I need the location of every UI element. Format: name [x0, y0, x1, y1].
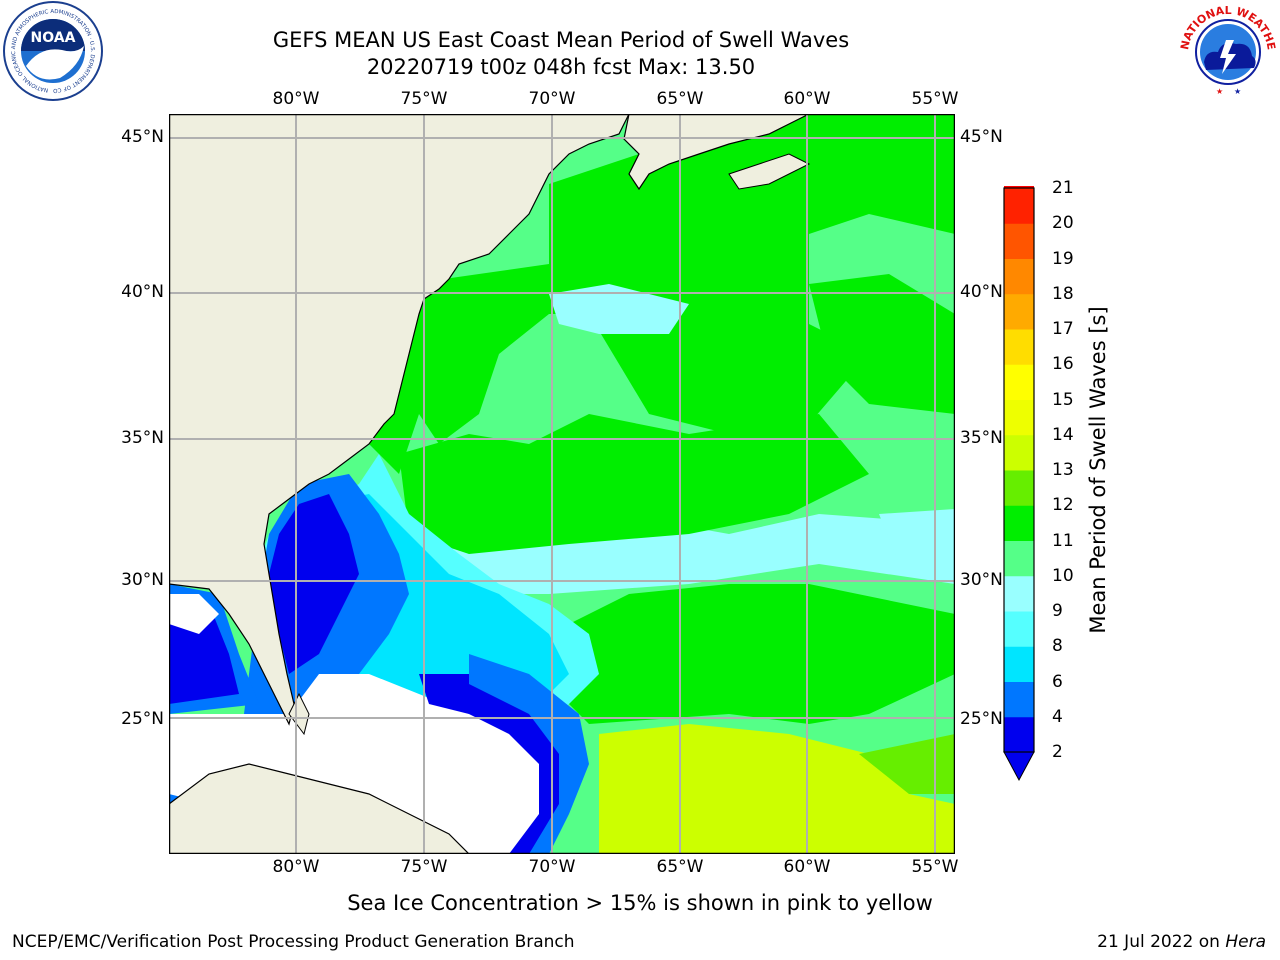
- colorbar-cell: [1004, 329, 1034, 365]
- colorbar-cell: [1004, 470, 1034, 506]
- map-frame: [169, 114, 955, 854]
- colorbar-tick-label: 4: [1052, 706, 1063, 727]
- lat-tick-right-30n: 30°N: [960, 570, 1003, 590]
- colorbar-label: Mean Period of Swell Waves [s]: [1086, 306, 1110, 634]
- land-maritimes: [623, 114, 810, 191]
- lon-tick-bottom-75w: 75°W: [400, 857, 448, 877]
- lon-tick-bottom-80w: 80°W: [272, 857, 320, 877]
- colorbar-cell: [1004, 223, 1034, 259]
- colorbar: [1003, 186, 1035, 782]
- colorbar-cell: [1004, 716, 1034, 753]
- lon-tick-bottom-60w: 60°W: [783, 857, 831, 877]
- colorbar-cell: [1004, 399, 1034, 436]
- chart-title: GEFS MEAN US East Coast Mean Period of S…: [272, 28, 850, 52]
- svg-text:★: ★: [1234, 87, 1241, 96]
- lon-tick-top-60w: 60°W: [783, 89, 831, 109]
- lat-tick-left-25n: 25°N: [121, 709, 164, 729]
- colorbar-cell: [1004, 575, 1034, 612]
- colorbar-tick-label: 8: [1052, 636, 1063, 657]
- blue-cyan-bahamas: [469, 654, 589, 854]
- lat-tick-right-45n: 45°N: [960, 127, 1003, 147]
- colorbar-cell: [1004, 611, 1034, 647]
- colorbar-tick-label: 6: [1052, 671, 1063, 692]
- colorbar-cell: [1004, 188, 1034, 224]
- colorbar-tick-label: 12: [1052, 495, 1074, 516]
- svg-text:NOAA: NOAA: [31, 30, 76, 46]
- swell-10-11s-central: [399, 414, 869, 554]
- lat-tick-right-35n: 35°N: [960, 428, 1003, 448]
- colorbar-tick-label: 16: [1052, 354, 1074, 375]
- colorbar-cell: [1004, 258, 1034, 295]
- swell-11-12s: [859, 734, 955, 794]
- lon-tick-bottom-65w: 65°W: [656, 857, 704, 877]
- colorbar-tick-label: 21: [1052, 178, 1074, 198]
- colorbar-tick-label: 18: [1052, 283, 1074, 304]
- colorbar-cell: [1004, 646, 1034, 682]
- lat-tick-left-45n: 45°N: [121, 127, 164, 147]
- swell-under-2s-coast: [269, 494, 359, 674]
- colorbar-cell: [1004, 540, 1034, 577]
- colorbar-frame: [1003, 187, 1035, 753]
- colorbar-tick-label: 15: [1052, 389, 1074, 410]
- date-text: 21 Jul 2022 on Hera: [1097, 932, 1266, 952]
- colorbar-tick-label: 14: [1052, 424, 1074, 445]
- colorbar-cell: [1004, 505, 1034, 541]
- land-cuba: [169, 763, 470, 854]
- lon-tick-bottom-70w: 70°W: [528, 857, 576, 877]
- credit-text: NCEP/EMC/Verification Post Processing Pr…: [12, 932, 575, 952]
- map-panel: [169, 114, 955, 854]
- swell-8-9s-patch-north: [549, 284, 689, 334]
- host-name: Hera: [1225, 932, 1266, 952]
- swell-10-11s-east: [809, 274, 955, 414]
- swell-10-11s-south: [469, 584, 955, 724]
- colorbar-tick-label: 10: [1052, 565, 1074, 586]
- sea-ice-note: Sea Ice Concentration > 15% is shown in …: [347, 891, 933, 915]
- colorbar-cell: [1004, 681, 1034, 718]
- land-newfoundland-edge: [728, 153, 811, 190]
- nws-logo: NATIONAL WEATHER SERVICE ★ ★: [1178, 0, 1278, 96]
- lat-tick-left-40n: 40°N: [121, 282, 164, 302]
- no-data-patch-gulf: [169, 594, 219, 634]
- colorbar-tick-label: 17: [1052, 319, 1074, 339]
- lat-tick-right-25n: 25°N: [960, 709, 1003, 729]
- colorbar-tick-label: 19: [1052, 248, 1074, 269]
- lon-tick-top-80w: 80°W: [272, 89, 320, 109]
- colorbar-cell: [1004, 293, 1034, 330]
- colorbar-tick-label: 9: [1052, 601, 1063, 621]
- colorbar-tick-label: 20: [1052, 213, 1074, 234]
- date-value: 21 Jul 2022 on: [1097, 932, 1226, 952]
- lon-tick-top-70w: 70°W: [528, 89, 576, 109]
- colorbar-tick-label: 2: [1052, 742, 1063, 762]
- lat-tick-left-30n: 30°N: [121, 570, 164, 590]
- lat-tick-left-35n: 35°N: [121, 428, 164, 448]
- colorbar-cell: [1004, 186, 1034, 189]
- lon-tick-top-55w: 55°W: [911, 89, 959, 109]
- lon-tick-top-75w: 75°W: [400, 89, 448, 109]
- graticule: [169, 114, 955, 854]
- lat-tick-right-40n: 40°N: [960, 282, 1003, 302]
- colorbar-cell: [1004, 364, 1034, 400]
- chart-subtitle: 20220719 t00z 048h fcst Max: 13.50: [366, 55, 756, 79]
- colorbar-cell: [1004, 434, 1034, 471]
- colorbar-tick-label: 13: [1052, 460, 1074, 480]
- colorbar-extend-arrow: [1003, 751, 1035, 782]
- colorbar-tick-label: 11: [1052, 530, 1074, 551]
- lon-tick-bottom-55w: 55°W: [911, 857, 959, 877]
- noaa-logo: NATIONAL OCEANIC AND ATMOSPHERIC ADMINIS…: [0, 0, 103, 101]
- svg-text:★: ★: [1216, 87, 1223, 96]
- lon-tick-top-65w: 65°W: [656, 89, 704, 109]
